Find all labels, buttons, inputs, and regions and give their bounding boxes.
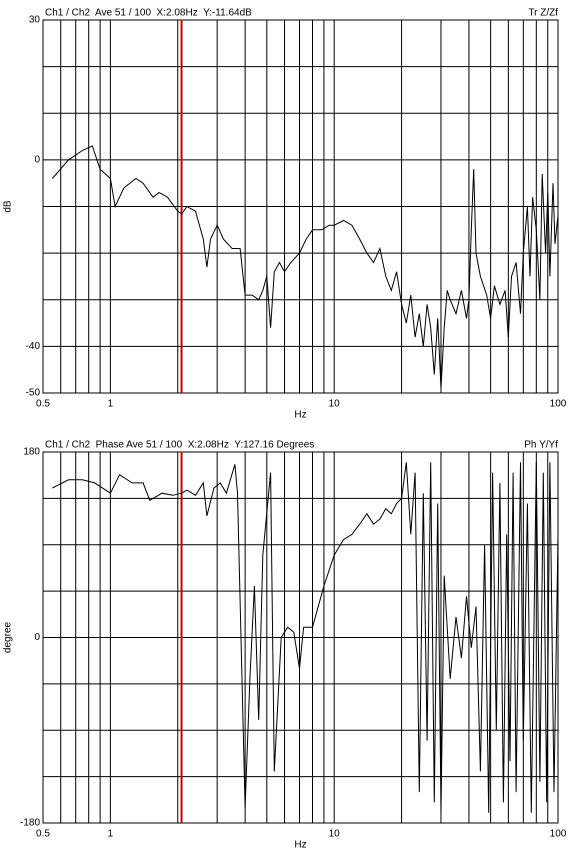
x-tick-label: 0.5 — [36, 829, 50, 840]
chart-title: Ch1 / Ch2 Ave 51 / 100 X:2.08Hz Y:-11.64… — [45, 8, 252, 19]
y-tick-label: -40 — [26, 341, 41, 352]
x-axis-label: Hz — [294, 840, 306, 851]
corner-label: Ph Y/Yf — [524, 440, 558, 451]
chart-title: Ch1 / Ch2 Phase Ave 51 / 100 X:2.08Hz Y:… — [45, 440, 314, 451]
y-axis-label: dB — [3, 200, 14, 213]
data-line — [51, 145, 559, 389]
y-tick-label: 180 — [23, 447, 40, 458]
x-tick-label: 1 — [108, 399, 114, 410]
x-tick-label: 100 — [550, 399, 567, 410]
x-tick-label: 10 — [329, 829, 341, 840]
y-tick-label: 0 — [34, 155, 40, 166]
x-tick-label: 100 — [550, 829, 567, 840]
x-tick-label: 10 — [329, 399, 341, 410]
y-tick-label: 0 — [34, 632, 40, 643]
corner-label: Tr Z/Zf — [528, 8, 558, 19]
x-tick-label: 1 — [108, 829, 114, 840]
y-tick-label: 30 — [29, 15, 41, 26]
data-line — [52, 462, 559, 813]
y-tick-label: -50 — [26, 388, 41, 399]
x-tick-label: 0.5 — [36, 399, 50, 410]
x-axis-label: Hz — [294, 410, 306, 421]
y-axis-label: degree — [3, 621, 14, 653]
y-tick-label: -180 — [20, 818, 40, 829]
